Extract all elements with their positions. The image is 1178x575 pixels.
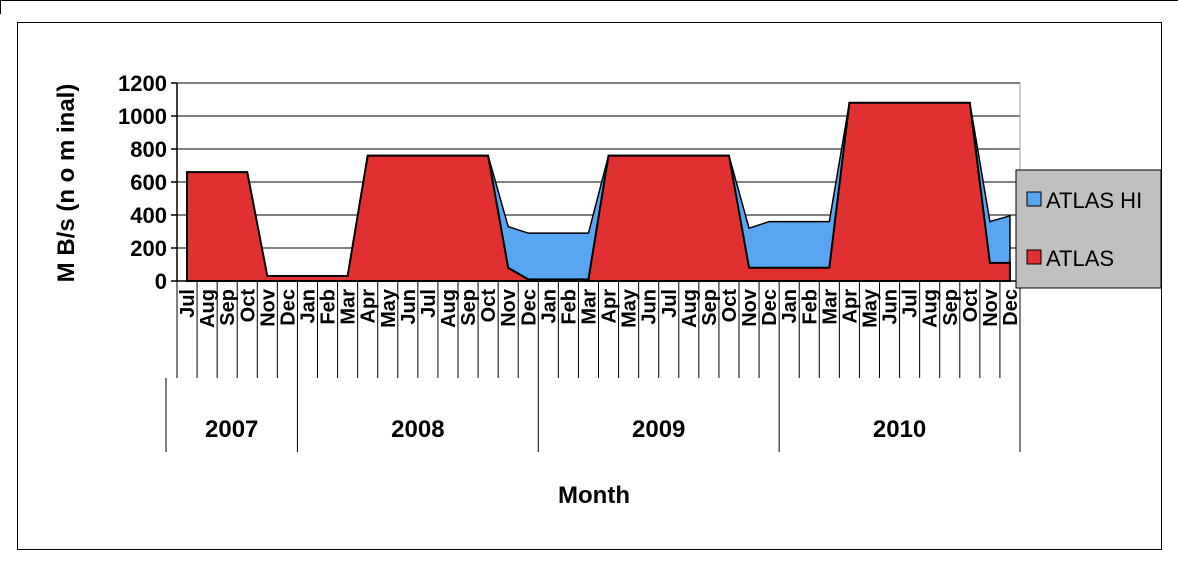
month-label: Jul	[177, 289, 199, 318]
month-label: Mar	[338, 289, 360, 325]
month-label: Jan	[297, 289, 319, 323]
month-label: Mar	[578, 289, 600, 325]
month-label: Sep	[217, 289, 239, 326]
month-label: Aug	[679, 289, 701, 328]
month-label: Jan	[538, 289, 560, 323]
year-label: 2008	[391, 416, 444, 443]
month-label: Feb	[318, 289, 340, 325]
year-label: 2010	[873, 416, 926, 443]
legend-swatch	[1026, 249, 1042, 265]
legend-label: ATLAS	[1046, 246, 1114, 271]
month-label: May	[619, 288, 641, 328]
month-label: Dec	[1000, 289, 1022, 326]
y-tick-label: 200	[130, 236, 167, 261]
month-label: Sep	[699, 289, 721, 326]
month-label: Jul	[418, 289, 440, 318]
month-label: Jun	[639, 289, 661, 325]
month-label: Apr	[839, 289, 861, 324]
month-label: Oct	[719, 289, 741, 323]
legend: ATLAS HI ATLAS	[1015, 169, 1162, 289]
legend-label: ATLAS HI	[1046, 188, 1142, 213]
month-label: Apr	[599, 289, 621, 324]
y-tick-label: 1000	[118, 104, 167, 129]
month-label: Dec	[759, 289, 781, 326]
month-label: Mar	[819, 289, 841, 325]
month-label: Aug	[438, 289, 460, 328]
month-label: Oct	[960, 289, 982, 323]
month-label: Nov	[739, 288, 761, 327]
month-label: Jul	[659, 289, 681, 318]
legend-swatch	[1026, 191, 1042, 207]
month-label: Sep	[458, 289, 480, 326]
y-tick-label: 0	[155, 269, 167, 294]
year-label: 2009	[632, 416, 685, 443]
month-label: Aug	[920, 289, 942, 328]
year-label: 2007	[205, 416, 258, 443]
month-label: Sep	[940, 289, 962, 326]
y-tick-label: 600	[130, 170, 167, 195]
series-area-atlas	[186, 101, 1011, 282]
month-label: Oct	[237, 289, 259, 323]
month-label: Jun	[398, 289, 420, 325]
top-rule	[0, 0, 1178, 1]
month-label: Jun	[880, 289, 902, 325]
month-label: Jul	[900, 289, 922, 318]
y-tick-label: 1200	[118, 71, 167, 96]
series-areas	[186, 101, 1011, 282]
x-axis-title: Month	[558, 482, 630, 509]
x-month-labels: JulAugSepOctNovDecJanFebMarAprMayJunJulA…	[177, 288, 1022, 328]
month-label: May	[859, 288, 881, 328]
y-tick-labels: 0 200 400 600 800 1000 1200	[118, 71, 167, 294]
month-label: Feb	[799, 289, 821, 325]
month-label: Nov	[498, 288, 520, 327]
month-label: Jan	[779, 289, 801, 323]
month-label: Dec	[277, 289, 299, 326]
y-axis-title: M B/s (n o m inal)	[53, 84, 80, 283]
month-label: Nov	[980, 288, 1002, 327]
axes	[165, 82, 1021, 452]
month-label: Feb	[558, 289, 580, 325]
year-labels: 2007 2008 2009 2010	[205, 416, 926, 443]
month-label: Apr	[358, 289, 380, 324]
y-tick-label: 400	[130, 203, 167, 228]
left-corner-tick	[0, 0, 1, 14]
month-label: Oct	[478, 289, 500, 323]
month-label: May	[378, 288, 400, 328]
month-label: Dec	[518, 289, 540, 326]
legend-box	[1015, 169, 1162, 289]
month-label: Aug	[197, 289, 219, 328]
y-tick-label: 800	[130, 137, 167, 162]
month-label: Nov	[257, 288, 279, 327]
